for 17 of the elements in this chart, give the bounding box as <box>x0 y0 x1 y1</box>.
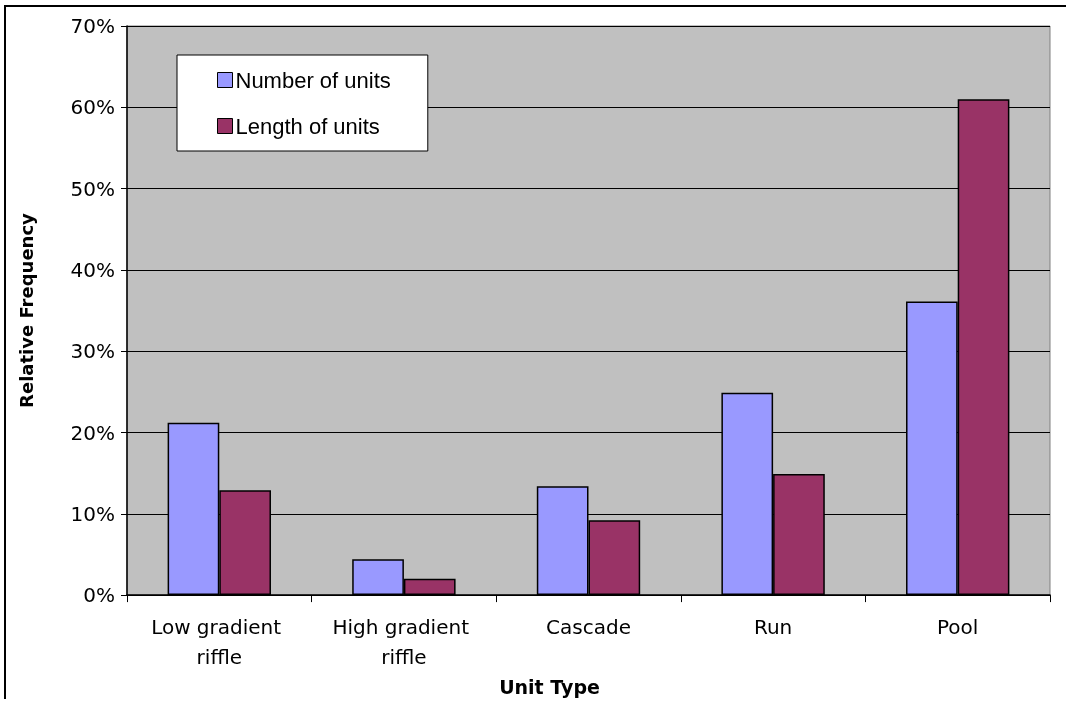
y-tick-label: 70% <box>70 14 115 38</box>
legend-label: Number of units <box>235 67 391 93</box>
y-tick-label: 50% <box>70 176 115 201</box>
x-tick-label: Low gradient riffle <box>151 615 288 670</box>
legend-label: Length of units <box>235 113 380 139</box>
y-tick-label: 30% <box>70 339 115 364</box>
y-tick-label: 10% <box>70 501 115 526</box>
x-axis-title: Unit Type <box>499 675 600 698</box>
y-axis-title: Relative Frequency <box>15 212 37 408</box>
x-tick-label: Pool <box>937 615 979 640</box>
y-tick-label: 20% <box>70 420 115 445</box>
x-tick-label: Run <box>753 615 793 640</box>
y-tick-label: 60% <box>70 95 115 120</box>
y-tick-label: 0% <box>83 583 115 608</box>
x-tick-label: High gradient riffle <box>332 615 476 670</box>
y-tick-label: 40% <box>70 257 115 282</box>
x-tick-label: Cascade <box>546 615 631 640</box>
